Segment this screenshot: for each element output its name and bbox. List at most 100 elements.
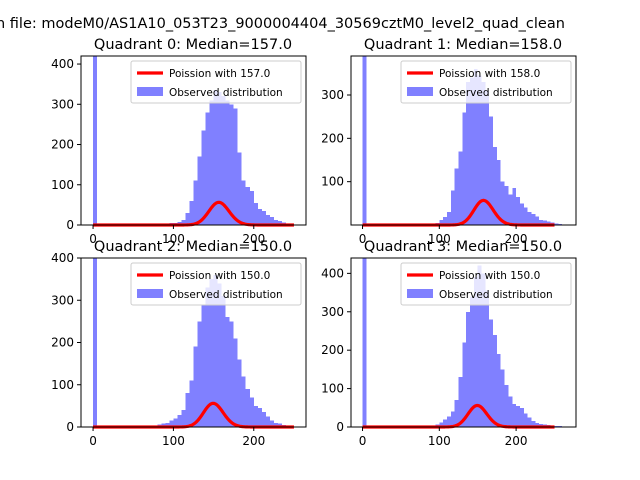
x-tick-label: 0: [89, 232, 97, 246]
histogram-bar: [489, 116, 494, 225]
histogram-bar: [504, 384, 509, 427]
subplot-title: Quadrant 2: Median=150.0: [94, 239, 292, 255]
y-tick-label: 100: [51, 378, 74, 392]
histogram-bar: [265, 416, 270, 427]
histogram-bar: [173, 418, 178, 427]
legend-observed-swatch: [137, 289, 163, 298]
histogram-bar: [217, 283, 222, 427]
legend-box: [400, 262, 572, 306]
histogram-bar: [446, 416, 451, 427]
histogram-bar: [181, 410, 186, 427]
histogram-bar: [205, 287, 210, 427]
histogram-bar: [237, 152, 242, 225]
histogram-bar: [229, 321, 234, 428]
legend-poisson-label: Poission with 157.0: [169, 68, 270, 80]
histogram-bar: [454, 400, 459, 427]
histogram-bar: [233, 338, 238, 427]
y-tick-label: 100: [51, 178, 74, 192]
histogram-bar: [477, 265, 482, 427]
x-tick-label: 0: [359, 232, 367, 246]
histogram-bar: [531, 421, 536, 427]
y-tick-label: 100: [321, 175, 344, 189]
histogram-bar: [481, 273, 486, 427]
histogram-bar: [473, 69, 478, 225]
histogram-bar: [197, 156, 202, 225]
subplot-quadrant-0: 0 100 200 0 100 200 300 400 Poission with 157.0…: [51, 37, 307, 246]
histogram-bar: [523, 413, 528, 427]
legend-box: [400, 60, 572, 104]
legend: Poission with 150.0 Observed distributio…: [130, 262, 302, 306]
histogram-bar: [213, 90, 218, 225]
histogram-bar: [193, 180, 198, 225]
histogram-bar: [249, 397, 254, 427]
axes-frame: [80, 55, 307, 226]
x-tick-label: 0: [359, 434, 367, 448]
histogram-bar: [201, 130, 206, 225]
histogram-bar: [257, 407, 262, 427]
histogram-bar: [527, 417, 532, 427]
x-tick-label: 200: [505, 232, 528, 246]
histogram-bar: [477, 75, 482, 225]
x-tick-label: 200: [505, 434, 528, 448]
legend-observed-label: Observed distribution: [439, 289, 553, 301]
histogram-bar: [165, 422, 170, 427]
histogram-bar: [512, 403, 517, 427]
histogram-bar: [233, 108, 238, 225]
histogram-bar: [458, 377, 463, 427]
histogram-bar: [527, 212, 532, 225]
x-tick-label: 100: [162, 232, 185, 246]
legend-poisson-label: Poission with 150.0: [439, 270, 540, 282]
histogram-bar: [273, 422, 278, 427]
histogram-bar: [470, 77, 474, 225]
legend-poisson-label: Poission with 158.0: [439, 68, 540, 80]
y-tick-label: 300: [51, 293, 74, 307]
plot-area: 0 100 200 0 100 200 300 400: [321, 257, 577, 448]
histogram-bar: [362, 56, 367, 225]
legend-observed-swatch: [407, 87, 433, 96]
histogram-bar: [221, 296, 226, 427]
y-tick-label: 0: [66, 420, 74, 434]
legend: Poission with 157.0 Observed distributio…: [130, 60, 302, 104]
histogram-bar: [197, 321, 202, 428]
histogram-bar: [189, 200, 194, 225]
histogram-bar: [508, 396, 513, 427]
x-tick-label: 200: [242, 434, 265, 448]
y-tick-label: 200: [321, 343, 344, 357]
x-tick-label: 100: [428, 434, 451, 448]
histogram-bar: [535, 423, 540, 427]
legend-poisson-label: Poission with 150.0: [169, 270, 270, 282]
histogram-bar: [257, 208, 262, 225]
histogram-bar: [535, 216, 540, 225]
histogram-bar: [450, 190, 455, 225]
histogram-bar: [362, 258, 367, 427]
histogram-bar: [213, 274, 218, 427]
histogram-bar: [523, 207, 528, 225]
histogram-bar: [185, 393, 190, 427]
histogram-bar: [485, 290, 490, 427]
axes-frame: [350, 55, 577, 226]
histogram-bar: [169, 420, 174, 427]
histogram-bar: [277, 220, 282, 225]
legend-observed-label: Observed distribution: [169, 289, 283, 301]
histogram-bar: [229, 104, 234, 225]
histogram-bar: [161, 423, 166, 427]
histogram-bar: [217, 92, 222, 226]
histogram-bar: [481, 82, 486, 225]
histogram-bar: [473, 277, 478, 427]
legend-observed-label: Observed distribution: [439, 87, 553, 99]
subplot-title: Quadrant 0: Median=157.0: [94, 37, 292, 53]
histogram-bar: [241, 376, 246, 427]
histogram-bar: [470, 296, 474, 427]
histogram-bar: [458, 151, 463, 225]
y-tick-label: 200: [321, 131, 344, 145]
histogram-bar: [493, 147, 497, 225]
y-tick-label: 0: [336, 420, 344, 434]
histogram-bar: [245, 388, 250, 427]
histogram-bar: [519, 407, 524, 427]
histogram-bar: [265, 214, 270, 225]
histogram-bar: [485, 90, 490, 225]
x-tick-label: 100: [162, 434, 185, 448]
y-tick-label: 100: [321, 382, 344, 396]
histogram-bar: [462, 342, 467, 427]
